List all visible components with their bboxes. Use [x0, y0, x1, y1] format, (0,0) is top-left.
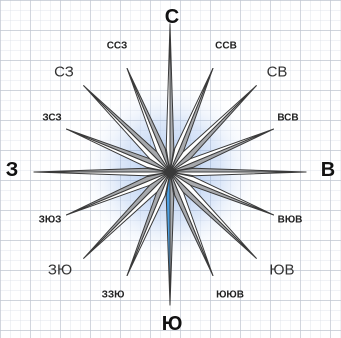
- ray-ene-right-half: [169, 128, 274, 173]
- ray-sse-right-half: [169, 171, 214, 276]
- label-ssw: ЗЗЮ: [102, 290, 125, 301]
- ray-nnw-right-half: [126, 68, 171, 173]
- ray-east-right-half: [169, 171, 307, 177]
- label-ese: ВЮВ: [278, 215, 303, 226]
- label-se: ЮВ: [269, 262, 294, 279]
- label-nne: ССВ: [215, 41, 237, 52]
- ray-wsw-right-half: [66, 171, 171, 216]
- ray-se-right-half: [169, 171, 257, 259]
- minor-rays: [66, 68, 274, 276]
- label-wnw: ЗСЗ: [42, 113, 61, 124]
- label-nw: СЗ: [54, 64, 74, 81]
- ray-sw-right-half: [83, 171, 171, 259]
- label-nnw: ССЗ: [107, 41, 128, 52]
- cardinal-rays: [33, 23, 307, 306]
- intercardinal-rays: [83, 85, 257, 259]
- label-ene: ВСВ: [277, 113, 298, 124]
- label-sw: ЗЮ: [48, 262, 72, 279]
- label-east: В: [321, 159, 335, 181]
- ray-nw-right-half: [83, 85, 171, 173]
- ray-west-right-half: [33, 167, 171, 173]
- label-sse: ЮЮВ: [216, 290, 244, 301]
- label-wsw: ЗЮЗ: [39, 215, 62, 226]
- label-south: Ю: [162, 313, 183, 335]
- label-west: З: [6, 159, 19, 181]
- label-north: С: [165, 6, 179, 28]
- ray-ne-right-half: [169, 85, 257, 173]
- label-ne: СВ: [267, 64, 288, 81]
- ray-north-right-half: [169, 23, 175, 173]
- ray-south-right-half: [165, 171, 171, 306]
